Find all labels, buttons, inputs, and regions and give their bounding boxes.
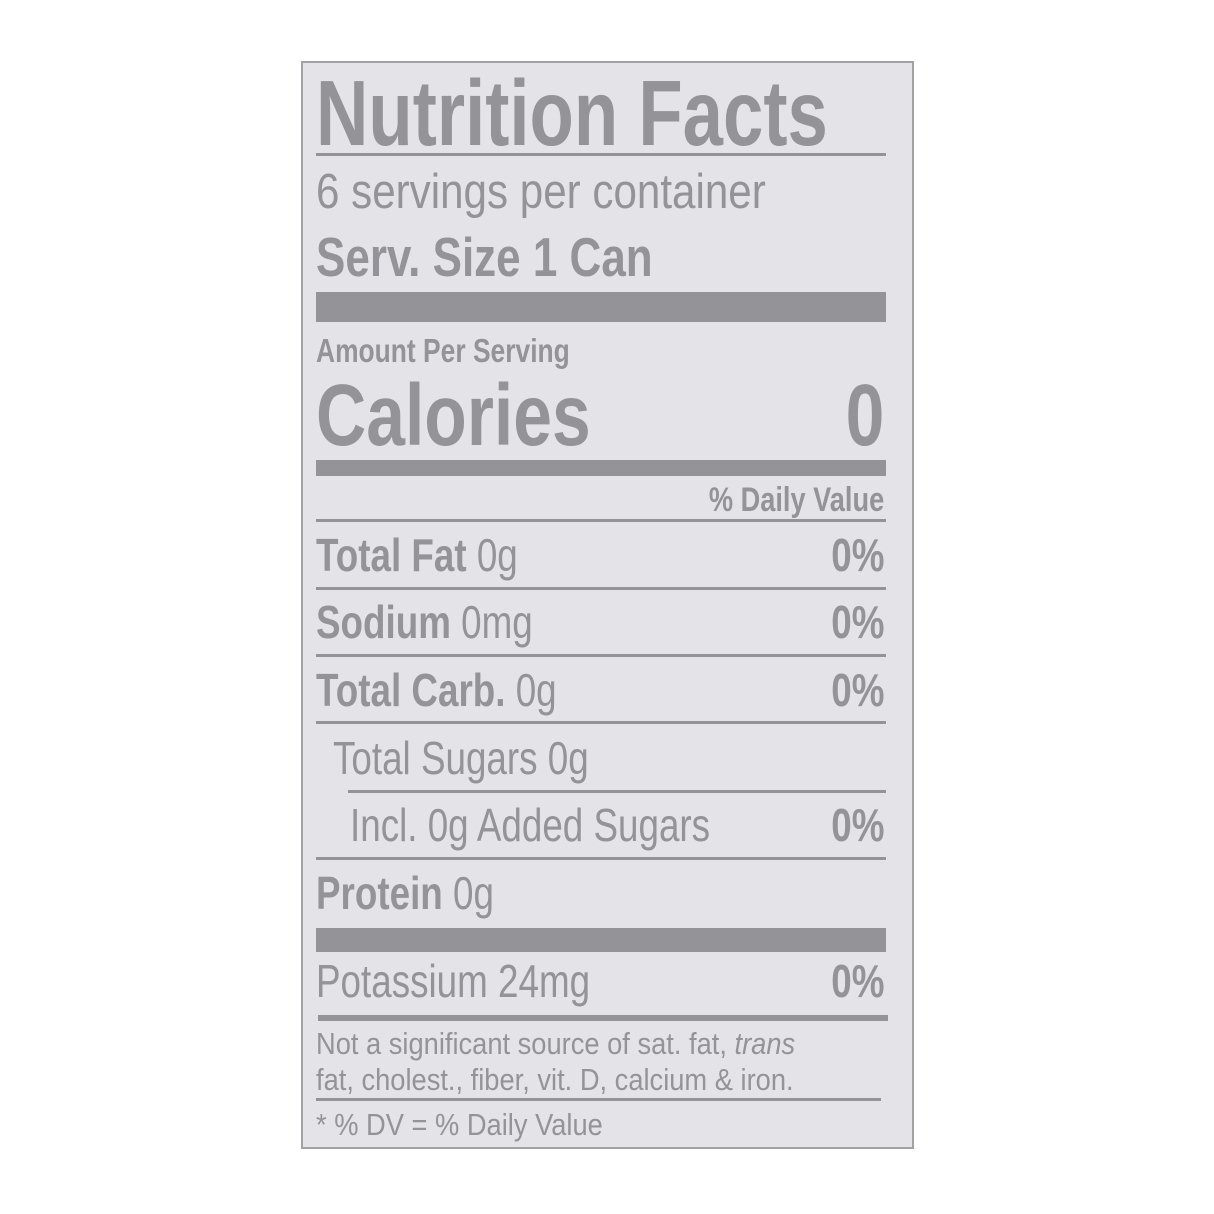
nutrient-dv: 0%	[830, 799, 884, 851]
divider	[316, 519, 886, 522]
nutrient-row-added-sugars: Incl. 0g Added Sugars	[350, 799, 711, 851]
serving-size: Serv. Size 1 Can	[316, 226, 653, 288]
nutrient-amount: 0g	[515, 664, 557, 716]
calories-label: Calories	[316, 367, 591, 464]
divider	[316, 587, 886, 590]
divider	[318, 1015, 888, 1021]
nutrient-row-protein: Protein 0g	[316, 870, 494, 916]
footnote-trans: trans	[734, 1026, 796, 1061]
nutrient-row-total-sugars: Total Sugars 0g	[333, 732, 589, 784]
nutrient-row-total-fat: Total Fat 0g	[316, 532, 518, 578]
nutrient-dv: 0%	[830, 596, 884, 648]
nutrition-facts-label	[301, 61, 914, 1149]
daily-value-header: % Daily Value	[708, 481, 884, 519]
divider	[316, 654, 886, 657]
footnote-line-2: fat, cholest., fiber, vit. D, calcium & …	[316, 1062, 794, 1097]
divider	[316, 153, 886, 156]
footnote-line-1: Not a significant source of sat. fat, tr…	[316, 1028, 795, 1059]
label-title: Nutrition Facts	[316, 61, 828, 165]
calories-value: 0	[845, 367, 884, 464]
nutrient-dv: 0%	[830, 955, 884, 1007]
divider	[316, 1098, 881, 1101]
thick-divider	[316, 292, 886, 322]
nutrient-amount: 0g	[476, 529, 518, 581]
nutrient-name: Total Carb.	[316, 664, 506, 716]
divider	[348, 790, 886, 793]
nutrient-amount: 0mg	[461, 596, 533, 648]
nutrient-row-sodium: Sodium 0mg	[316, 599, 533, 645]
nutrient-name: Sodium	[316, 596, 451, 648]
dv-note: * % DV = % Daily Value	[316, 1107, 603, 1142]
nutrient-row-total-carb: Total Carb. 0g	[316, 667, 557, 713]
nutrient-dv: 0%	[830, 529, 884, 581]
servings-per-container: 6 servings per container	[316, 165, 766, 219]
nutrient-name: Total Fat	[316, 529, 467, 581]
footnote-text: Not a significant source of sat. fat,	[316, 1026, 727, 1061]
divider	[316, 857, 886, 860]
nutrient-dv: 0%	[830, 664, 884, 716]
divider	[316, 721, 886, 724]
nutrient-row-potassium: Potassium 24mg	[316, 955, 591, 1007]
nutrient-amount: 0g	[453, 867, 494, 919]
thick-divider	[316, 460, 886, 476]
thick-divider	[316, 928, 886, 952]
nutrient-name: Protein	[316, 867, 443, 919]
amount-per-serving: Amount Per Serving	[316, 332, 570, 369]
